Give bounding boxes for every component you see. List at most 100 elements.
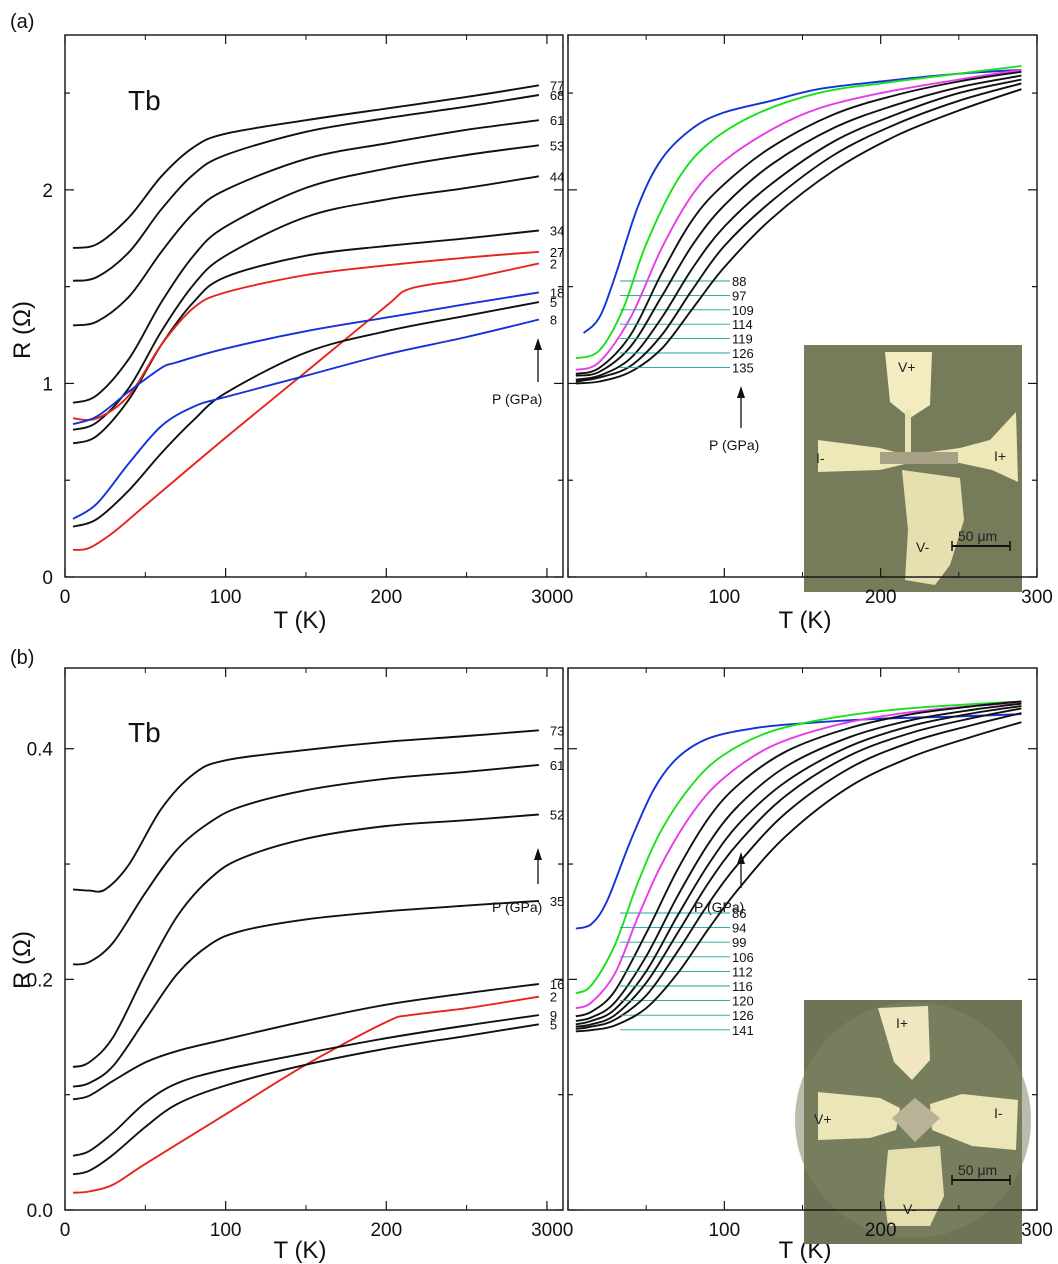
- series-line-27: [72, 250, 539, 421]
- series-label: 73: [550, 723, 564, 738]
- x-axis-title-a-left: T (K): [274, 607, 327, 634]
- y-tick-label: 0: [42, 568, 53, 589]
- series-line-114: [575, 70, 1022, 375]
- x-tick-label: 300: [1021, 1220, 1053, 1241]
- x-tick-label: 200: [370, 1220, 402, 1241]
- series-label: 126: [732, 346, 754, 361]
- x-tick-label: 0: [563, 1220, 574, 1241]
- series-label: 27: [550, 245, 564, 260]
- series-label: 5: [550, 295, 557, 310]
- x-tick-label: 100: [210, 1220, 242, 1241]
- x-tick-label: 0: [563, 587, 574, 608]
- inset-b-label-2: V+: [814, 1111, 832, 1127]
- series-label: 106: [732, 950, 754, 965]
- series-line-18: [72, 291, 540, 426]
- series-line-120: [575, 707, 1022, 1028]
- series-label: 119: [732, 332, 753, 347]
- material-label-b: Tb: [128, 717, 161, 748]
- series-label: 68: [550, 88, 564, 103]
- series-label: 86: [732, 906, 746, 921]
- y-tick-label: 2: [42, 181, 53, 202]
- series-label: 116: [732, 979, 753, 994]
- material-label-a: Tb: [128, 85, 161, 116]
- series-label: 2: [550, 990, 557, 1005]
- x-axis-title-a-right: T (K): [779, 607, 832, 634]
- series-line-109: [575, 68, 1022, 371]
- series-label: 61: [550, 758, 564, 773]
- pressure-label-a-left: P (GPa): [492, 391, 542, 407]
- pressure-arrow-a-left: P (GPa): [492, 338, 542, 407]
- panel-label-a: (a): [10, 11, 34, 33]
- series-line-77: [72, 84, 540, 249]
- inset-a-label-3: I+: [994, 448, 1006, 464]
- inset-micrograph-a: V+ I- I+ V- 50 μm: [804, 345, 1022, 592]
- series-label: 94: [732, 921, 746, 936]
- series-line-35: [72, 899, 539, 1088]
- series-label: 141: [732, 1023, 754, 1038]
- series-label: 44: [550, 169, 564, 184]
- plot-frame: [64, 34, 564, 578]
- series-line-2: [72, 995, 540, 1194]
- series-line-34: [72, 229, 540, 445]
- series-label: 88: [732, 274, 746, 289]
- panel-label-b: (b): [10, 647, 34, 669]
- inset-b-label-3: I-: [994, 1105, 1003, 1121]
- y-tick-label: 0.4: [27, 740, 54, 761]
- series-line-8: [72, 318, 540, 520]
- series-label: 53: [550, 138, 564, 153]
- inset-a-label-4: V-: [916, 539, 930, 555]
- series-line-53: [72, 144, 540, 404]
- x-tick-label: 200: [865, 587, 897, 608]
- series-line-141: [575, 721, 1022, 1033]
- series-line-52: [72, 813, 539, 1068]
- series-label: 34: [550, 224, 564, 239]
- series-line-44: [72, 175, 540, 431]
- series-label: 9: [550, 1008, 557, 1023]
- series-label: 120: [732, 994, 754, 1009]
- y-tick-label: 0.2: [27, 970, 53, 991]
- series-label: 52: [550, 807, 564, 822]
- x-tick-label: 100: [708, 587, 740, 608]
- inset-a-label-1: V+: [898, 359, 916, 375]
- pressure-arrow-b-left: P (GPa): [492, 848, 542, 915]
- pressure-label-a-right: P (GPa): [709, 437, 759, 453]
- inset-a-scalebar-label: 50 μm: [958, 528, 997, 544]
- series-label: 8: [550, 313, 557, 328]
- series-line-61: [72, 119, 540, 327]
- series-label: 135: [732, 360, 754, 375]
- pressure-arrow-b-right: P (GPa): [694, 852, 745, 915]
- series-label: 61: [550, 113, 564, 128]
- x-tick-label: 0: [60, 1220, 71, 1241]
- x-tick-label: 200: [370, 587, 402, 608]
- series-label: 2: [550, 256, 557, 271]
- series-line-unlabeled: [575, 82, 1022, 383]
- series-line-116: [575, 705, 1022, 1026]
- series-label: 126: [732, 1008, 754, 1023]
- x-tick-label: 300: [531, 1220, 563, 1241]
- pressure-arrow-a-right: P (GPa): [709, 386, 759, 453]
- series-label: 109: [732, 303, 754, 318]
- series-line-73: [72, 729, 539, 893]
- series-line-9: [72, 1014, 540, 1157]
- x-tick-label: 300: [1021, 587, 1053, 608]
- series-label: 18: [550, 285, 564, 300]
- series-line-68: [72, 94, 540, 282]
- series-line-88: [582, 68, 1022, 334]
- series-line-97: [575, 65, 1022, 360]
- plot-frame: [64, 667, 564, 1211]
- x-tick-label: 100: [210, 587, 242, 608]
- series-line-112: [575, 702, 1022, 1022]
- series-line-126: [575, 78, 1022, 381]
- chart-b-left: 0 100 200 300 0.0 0.2 0.4 73 61 52 35 162 95: [27, 667, 564, 1241]
- inset-b-scalebar-label: 50 μm: [958, 1162, 997, 1178]
- series-line-135: [575, 88, 1022, 385]
- series-line-61: [72, 763, 539, 966]
- series-line-106: [575, 700, 1022, 1018]
- y-axis-title-a: R (Ω): [9, 301, 36, 359]
- series-label: 16: [550, 977, 564, 992]
- series-label: 35: [550, 894, 564, 909]
